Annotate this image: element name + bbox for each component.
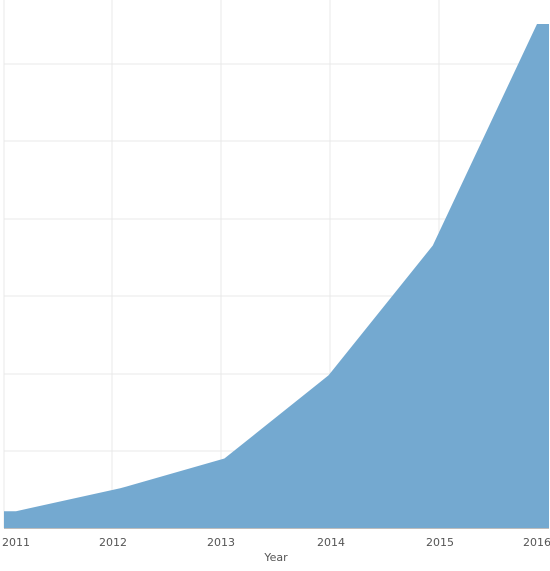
area-series <box>4 24 549 528</box>
x-tick-label: 2015 <box>426 536 454 549</box>
x-tick-label: 2013 <box>207 536 235 549</box>
x-axis: 2011 2012 2013 2014 2015 2016 <box>2 528 550 549</box>
x-tick-label: 2016 <box>523 536 550 549</box>
x-tick-label: 2012 <box>99 536 127 549</box>
x-axis-title: Year <box>263 551 288 564</box>
x-tick-label: 2014 <box>317 536 345 549</box>
series-layer <box>4 24 549 528</box>
x-tick-label: 2011 <box>2 536 30 549</box>
